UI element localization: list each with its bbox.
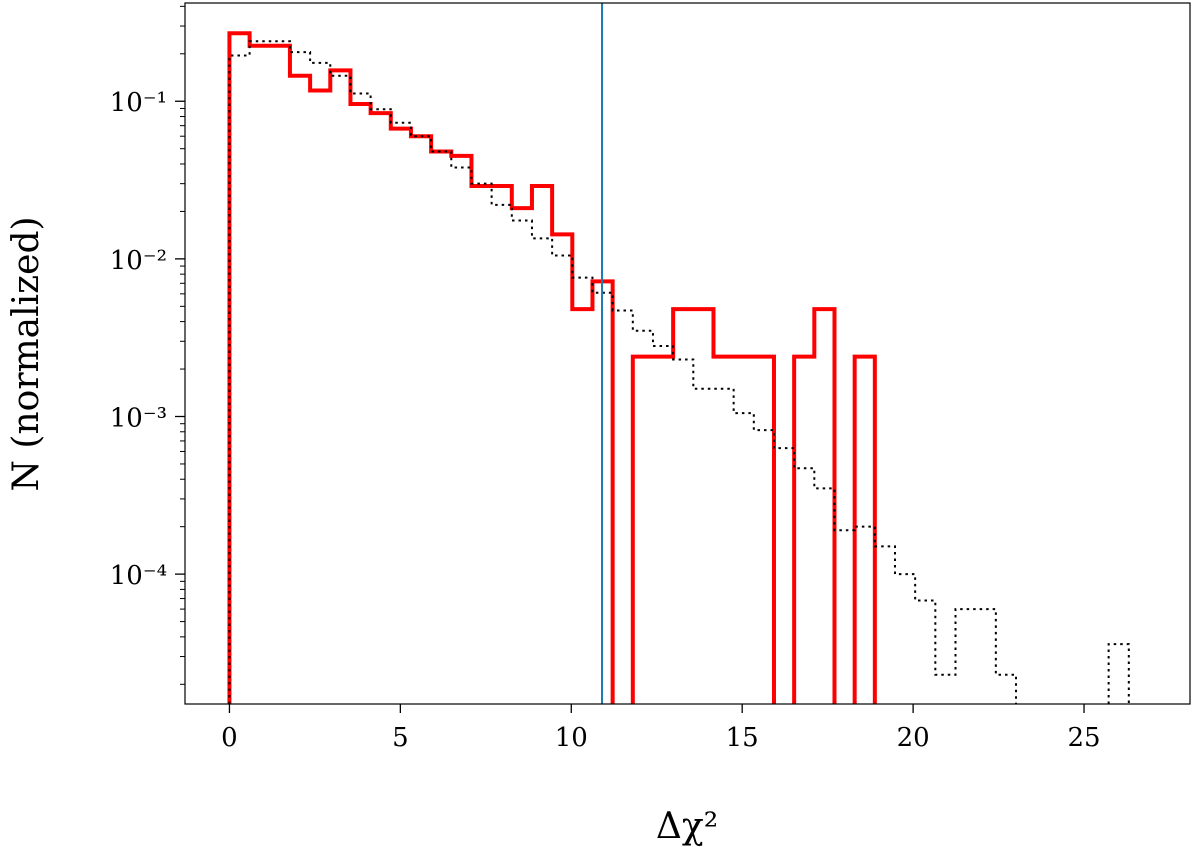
y-axis-title: N (normalized) — [6, 216, 47, 491]
y-tick-label: 10⁻⁴ — [110, 561, 167, 591]
y-tick-label: 10⁻¹ — [110, 88, 167, 118]
series-layer — [227, 31, 1130, 704]
x-tick-label: 5 — [392, 723, 409, 753]
red-histogram-series — [227, 31, 877, 704]
x-tick-label: 20 — [897, 723, 930, 753]
ticks-layer: 0 5 10 15 20 25 10⁻⁴ 10⁻³ 10⁻² 10⁻¹ — [110, 5, 1101, 753]
x-tick-label: 25 — [1067, 723, 1100, 753]
x-tick-label: 10 — [555, 723, 588, 753]
x-axis-title: Δχ² — [656, 806, 718, 847]
y-tick-label: 10⁻² — [110, 246, 167, 276]
y-tick-label: 10⁻³ — [110, 403, 167, 433]
x-tick-label: 15 — [726, 723, 759, 753]
x-tick-label: 0 — [221, 723, 238, 753]
dotted-histogram-series — [228, 40, 1130, 704]
plot-frame — [184, 2, 1191, 705]
